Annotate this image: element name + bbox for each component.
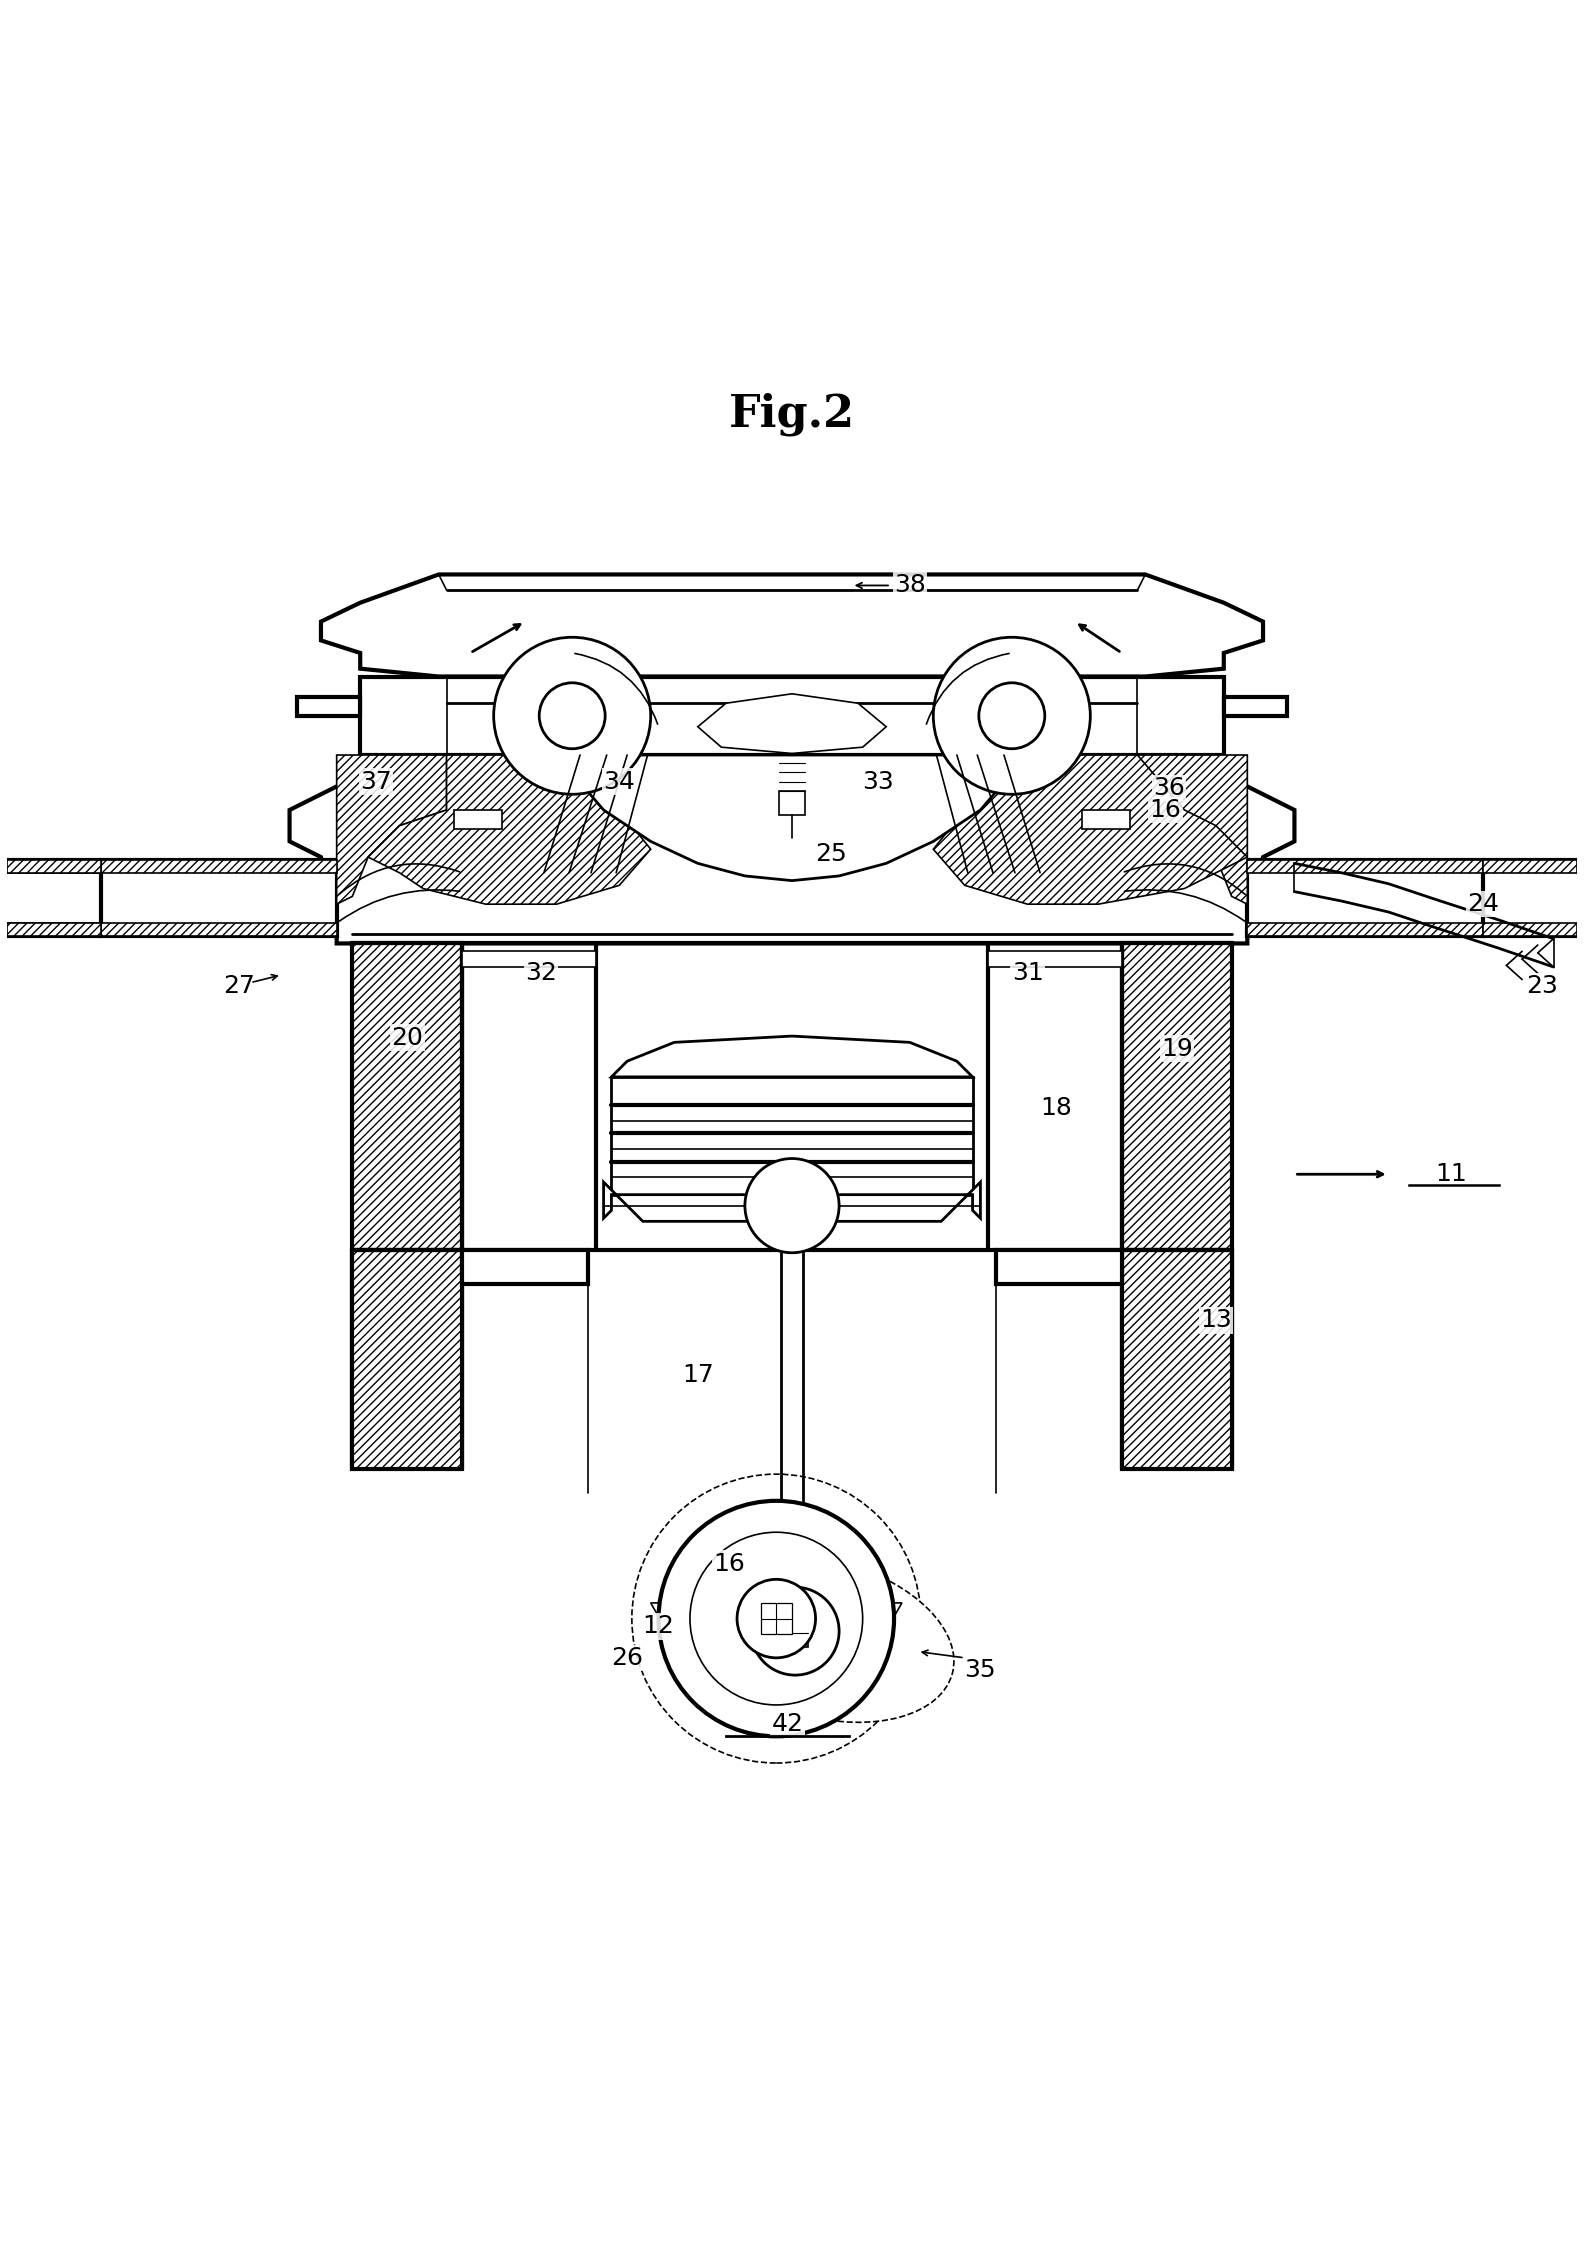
Circle shape xyxy=(494,636,651,794)
Polygon shape xyxy=(1247,861,1483,872)
Polygon shape xyxy=(996,1250,1121,1284)
Text: 27: 27 xyxy=(223,973,255,998)
Text: 42: 42 xyxy=(771,1711,803,1735)
Text: 23: 23 xyxy=(1527,973,1559,998)
Text: Fig.2: Fig.2 xyxy=(729,393,855,436)
Polygon shape xyxy=(352,1250,463,1470)
Polygon shape xyxy=(556,755,1028,881)
Polygon shape xyxy=(760,1603,792,1634)
Polygon shape xyxy=(988,951,1121,967)
Circle shape xyxy=(933,636,1090,794)
Text: 17: 17 xyxy=(683,1362,714,1387)
Text: 11: 11 xyxy=(1435,1162,1467,1187)
Circle shape xyxy=(659,1502,893,1735)
Ellipse shape xyxy=(692,1556,954,1722)
Text: 32: 32 xyxy=(524,962,556,985)
Text: 36: 36 xyxy=(1153,776,1185,800)
Polygon shape xyxy=(463,1250,588,1284)
Polygon shape xyxy=(604,1182,980,1221)
Polygon shape xyxy=(1121,1250,1232,1470)
Text: 35: 35 xyxy=(965,1659,996,1682)
Polygon shape xyxy=(455,809,502,830)
Circle shape xyxy=(979,683,1045,749)
Text: 34: 34 xyxy=(604,769,635,794)
Polygon shape xyxy=(1137,755,1247,904)
Polygon shape xyxy=(463,951,596,967)
Polygon shape xyxy=(322,575,1262,677)
Text: 16: 16 xyxy=(713,1551,744,1576)
Circle shape xyxy=(539,683,605,749)
Polygon shape xyxy=(6,861,101,872)
Polygon shape xyxy=(101,861,337,872)
Polygon shape xyxy=(933,755,1247,904)
Polygon shape xyxy=(1121,944,1232,1250)
Polygon shape xyxy=(101,924,337,935)
Polygon shape xyxy=(6,924,101,935)
Polygon shape xyxy=(1247,924,1483,935)
Polygon shape xyxy=(1082,809,1129,830)
Polygon shape xyxy=(651,1603,901,1657)
Text: 37: 37 xyxy=(360,769,391,794)
Text: 25: 25 xyxy=(816,843,847,865)
Polygon shape xyxy=(367,755,651,904)
Polygon shape xyxy=(611,1036,973,1077)
Circle shape xyxy=(751,1587,840,1675)
Polygon shape xyxy=(1483,861,1578,872)
Polygon shape xyxy=(1224,697,1286,715)
Text: 31: 31 xyxy=(1012,962,1044,985)
Polygon shape xyxy=(1483,924,1578,935)
Text: 13: 13 xyxy=(1201,1308,1232,1333)
Text: 20: 20 xyxy=(391,1025,423,1050)
Polygon shape xyxy=(290,755,1294,944)
Polygon shape xyxy=(611,1077,973,1194)
Polygon shape xyxy=(298,697,360,715)
Polygon shape xyxy=(101,861,337,935)
Circle shape xyxy=(744,1158,840,1252)
Polygon shape xyxy=(1247,861,1483,935)
Polygon shape xyxy=(699,695,885,753)
Text: 33: 33 xyxy=(862,769,895,794)
Text: 18: 18 xyxy=(1039,1097,1072,1120)
Text: 38: 38 xyxy=(893,573,925,598)
Polygon shape xyxy=(352,944,463,1250)
Text: 19: 19 xyxy=(1161,1036,1193,1061)
Polygon shape xyxy=(360,677,1224,755)
Text: 12: 12 xyxy=(643,1614,675,1639)
Text: 26: 26 xyxy=(611,1646,643,1670)
Polygon shape xyxy=(779,791,805,814)
Text: 24: 24 xyxy=(1467,892,1498,917)
Polygon shape xyxy=(784,1621,808,1648)
Circle shape xyxy=(737,1580,816,1657)
Text: 16: 16 xyxy=(1150,798,1182,823)
Polygon shape xyxy=(337,755,447,904)
